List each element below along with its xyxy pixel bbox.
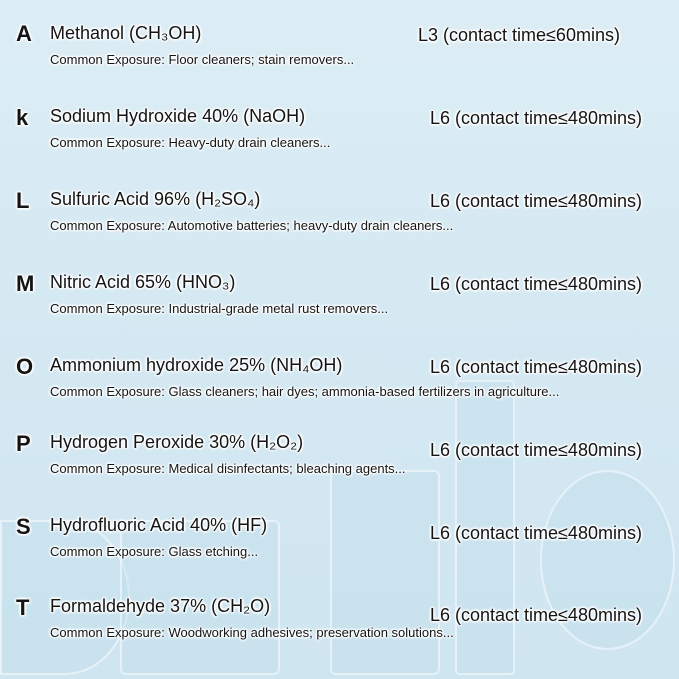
chemical-row: P Hydrogen Peroxide 30% (H₂O₂) L6 (conta… bbox=[0, 431, 679, 491]
beaker-graphic bbox=[120, 520, 280, 675]
chemical-name: Methanol (CH₃OH) bbox=[50, 23, 202, 43]
protection-level: L6 (contact time≤480mins) bbox=[430, 357, 642, 377]
chemical-row: k Sodium Hydroxide 40% (NaOH) L6 (contac… bbox=[0, 105, 679, 165]
chemical-name: Ammonium hydroxide 25% (NH₄OH) bbox=[50, 355, 343, 375]
protection-level: L6 (contact time≤480mins) bbox=[430, 523, 642, 543]
chemical-name: Formaldehyde 37% (CH₂O) bbox=[50, 596, 271, 616]
protection-level: L3 (contact time≤60mins) bbox=[418, 25, 620, 45]
chemical-code: S bbox=[16, 514, 31, 539]
common-exposure: Common Exposure: Automotive batteries; h… bbox=[50, 218, 454, 233]
chemical-row: M Nitric Acid 65% (HNO₃) L6 (contact tim… bbox=[0, 271, 679, 331]
chemical-row: T Formaldehyde 37% (CH₂O) L6 (contact ti… bbox=[0, 595, 679, 655]
chemical-row: A Methanol (CH₃OH) L3 (contact time≤60mi… bbox=[0, 21, 679, 82]
cylinder-graphic bbox=[455, 380, 515, 675]
chemical-code: P bbox=[16, 431, 31, 456]
chemical-row: S Hydrofluoric Acid 40% (HF) L6 (contact… bbox=[0, 514, 679, 574]
protection-level: L6 (contact time≤480mins) bbox=[430, 605, 642, 625]
chemical-name: Sulfuric Acid 96% (H₂SO₄) bbox=[50, 189, 261, 209]
protection-level: L6 (contact time≤480mins) bbox=[430, 108, 642, 128]
common-exposure: Common Exposure: Heavy-duty drain cleane… bbox=[50, 135, 331, 150]
flask-graphic bbox=[0, 520, 130, 675]
chemical-code: M bbox=[16, 271, 35, 296]
chemical-row: L Sulfuric Acid 96% (H₂SO₄) L6 (contact … bbox=[0, 188, 679, 248]
common-exposure: Common Exposure: Woodworking adhesives; … bbox=[50, 625, 454, 640]
chemical-name: Sodium Hydroxide 40% (NaOH) bbox=[50, 106, 306, 126]
common-exposure: Common Exposure: Industrial-grade metal … bbox=[50, 301, 389, 316]
common-exposure: Common Exposure: Medical disinfectants; … bbox=[50, 461, 406, 476]
chemical-code: T bbox=[16, 595, 30, 620]
chemical-name: Hydrofluoric Acid 40% (HF) bbox=[50, 515, 268, 535]
chemical-code: L bbox=[16, 188, 30, 213]
chemical-row: O Ammonium hydroxide 25% (NH₄OH) L6 (con… bbox=[0, 354, 679, 414]
protection-level: L6 (contact time≤480mins) bbox=[430, 191, 642, 211]
chemical-name: Nitric Acid 65% (HNO₃) bbox=[50, 272, 236, 292]
flask-graphic bbox=[540, 470, 675, 650]
chemical-name: Hydrogen Peroxide 30% (H₂O₂) bbox=[50, 432, 304, 452]
chemical-code: O bbox=[16, 354, 34, 379]
chemical-code: A bbox=[16, 21, 32, 46]
common-exposure: Common Exposure: Glass cleaners; hair dy… bbox=[50, 384, 560, 399]
protection-level: L6 (contact time≤480mins) bbox=[430, 274, 642, 294]
beaker-graphic bbox=[330, 470, 440, 675]
common-exposure: Common Exposure: Floor cleaners; stain r… bbox=[50, 52, 355, 67]
protection-level: L6 (contact time≤480mins) bbox=[430, 440, 642, 460]
common-exposure: Common Exposure: Glass etching... bbox=[50, 544, 259, 559]
chemical-code: k bbox=[16, 105, 29, 130]
